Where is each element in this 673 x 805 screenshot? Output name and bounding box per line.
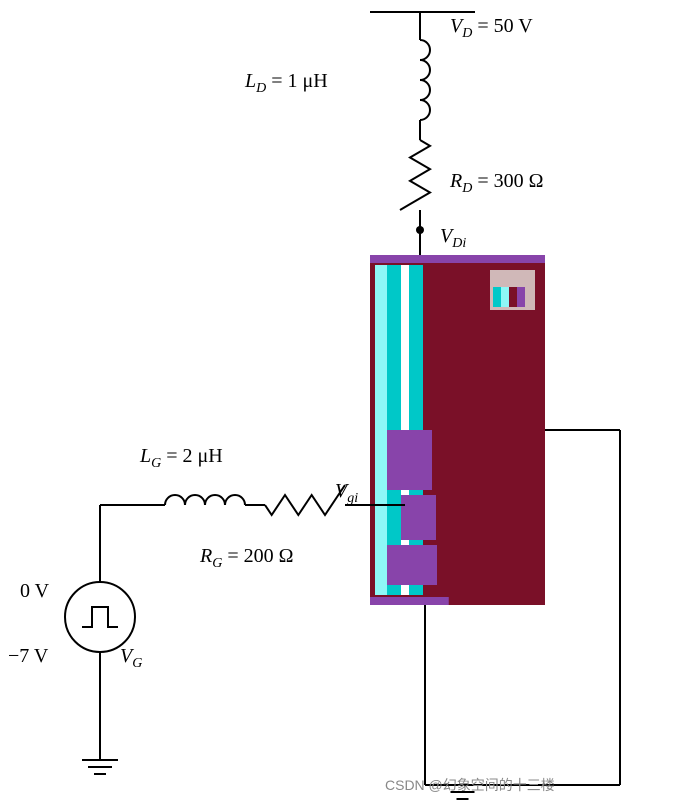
- label-ld: LD = 1 μH: [245, 70, 328, 97]
- label-vgi: Vgi: [335, 480, 358, 507]
- watermark: CSDN @幻象空间的十三楼: [385, 775, 555, 795]
- label-vg: VG: [120, 645, 142, 672]
- device-block: [370, 255, 545, 605]
- label-neg7v: −7 V: [8, 645, 48, 668]
- label-lg: LG = 2 μH: [140, 445, 223, 472]
- label-rg: RG = 200 Ω: [200, 545, 294, 572]
- label-vd: VD = 50 V: [450, 15, 533, 42]
- label-0v: 0 V: [20, 580, 49, 603]
- label-rd: RD = 300 Ω: [450, 170, 544, 197]
- label-vdi: VDi: [440, 225, 466, 252]
